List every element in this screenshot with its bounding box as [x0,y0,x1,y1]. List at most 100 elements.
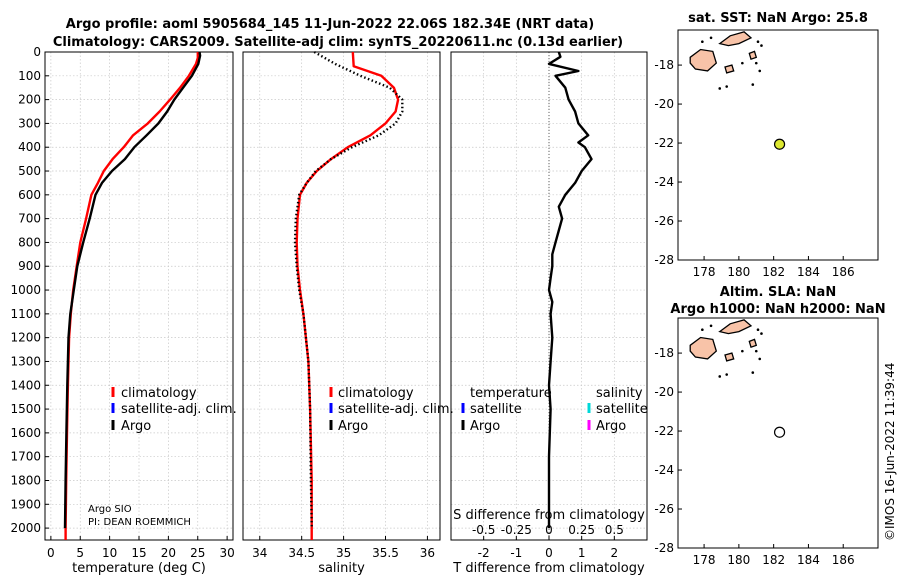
legend-t-argo-label: Argo [470,419,500,434]
reef-dot [701,328,704,331]
x-tick-label: 35 [336,546,351,560]
y-tick-label: 700 [18,212,41,226]
reef-dot [701,40,704,43]
reef-dot [760,44,763,47]
land-mass [689,48,718,72]
reef-dot [741,61,744,65]
salinity-panel: 34 34.5 35 35.5 36 salinity [242,50,441,576]
salinity-legend: climatology satellite-adj. clim. Argo [329,386,454,434]
attribution-pi: PI: DEAN ROEMMICH [88,517,191,528]
x-axis-label: T difference from climatology [452,561,645,576]
y-tick-label: 1800 [10,473,41,487]
lat-tick-label: -22 [654,136,674,150]
float-position-marker [773,426,786,438]
reef-dot [754,61,758,65]
x-tick-label: -2 [478,546,490,560]
lon-tick-label: 180 [727,265,750,279]
lon-tick-label: 186 [832,265,855,279]
x-tick-label: 15 [131,546,146,560]
difference-panel: -2 -1 0 1 2T difference from climatology S di… [450,51,648,576]
attribution: Argo SIO PI: DEAN ROEMMICH [88,504,191,528]
y-tick-label: 1000 [10,283,41,297]
legend-salinity-heading: salinity [596,386,643,401]
s-tick-label: 0.25 [568,523,595,537]
series-argo [547,51,593,529]
lat-tick-label: -24 [654,463,674,477]
x-tick-label: 34 [252,546,267,560]
land-mass [748,338,758,349]
land-mass [718,31,753,47]
land-mass [718,319,753,335]
lon-tick-label: 178 [693,553,716,567]
attribution-institution: Argo SIO [88,504,132,515]
lat-tick-label: -18 [654,346,674,360]
legend-temperature-heading: temperature [470,386,552,401]
lat-tick-label: -20 [654,97,674,111]
lon-tick-label: 184 [797,265,820,279]
legend-climatology-label: climatology [338,386,414,401]
reef-dot [725,85,728,88]
x-tick-label: 36 [420,546,435,560]
land-mass [724,352,735,362]
y-tick-label: 1400 [10,378,41,392]
reef-dot [754,349,758,353]
y-tick-label: 500 [18,164,41,178]
y-tick-label: 1500 [10,402,41,416]
x-tick-label: 2 [611,546,619,560]
y-tick-label: 400 [18,140,41,154]
y-tick-label: 1700 [10,450,41,464]
reef-dot [718,87,722,90]
temperature-panel: 0 5 10 15 20 25 300100200300400500600700800900… [10,45,234,576]
y-tick-label: 1900 [10,497,41,511]
lon-tick-label: 186 [832,553,855,567]
sst-map-title: sat. SST: NaN Argo: 25.8 [688,11,868,26]
lon-tick-label: 184 [797,553,820,567]
x-tick-label: 25 [190,546,205,560]
series-argo [293,50,404,529]
x-tick-label: 20 [161,546,176,560]
x-tick-label: -1 [510,546,522,560]
reef-dot [741,349,744,353]
reef-dot [725,373,728,376]
legend-s-argo-label: Argo [596,419,626,434]
legend-s-satellite-label: satellite [596,402,648,417]
y-tick-label: 300 [18,116,41,130]
x-tick-label: 0 [47,546,55,560]
s-tick-label: -0.5 [472,523,495,537]
y-tick-label: 200 [18,93,41,107]
y-tick-label: 1100 [10,307,41,321]
lat-tick-label: -22 [654,424,674,438]
x-tick-label: 10 [102,546,117,560]
s-axis-label: S difference from climatology [453,508,645,523]
altimetry-title-line2: Argo h1000: NaN h2000: NaN [670,302,885,317]
y-tick-label: 900 [18,259,41,273]
y-tick-label: 1600 [10,426,41,440]
y-tick-label: 1200 [10,331,41,345]
reef-dot [709,36,713,40]
y-tick-label: 800 [18,235,41,249]
reef-dot [709,324,713,328]
lon-tick-label: 182 [762,265,785,279]
temperature-legend: climatology satellite-adj. clim. Argo [111,386,237,434]
map-frame [677,317,879,549]
altimetry-title-line1: Altim. SLA: NaN [720,285,836,300]
land-mass [748,50,758,61]
lat-tick-label: -28 [654,253,674,267]
legend-satellite-label: satellite-adj. clim. [121,402,237,417]
difference-legend: temperature salinity satellite Argo sate… [461,386,648,434]
lon-tick-label: 180 [727,553,750,567]
x-tick-label: 5 [76,546,84,560]
series-climatology [64,52,200,540]
x-tick-label: 1 [578,546,586,560]
lat-tick-label: -20 [654,385,674,399]
lon-tick-label: 182 [762,553,785,567]
x-tick-label: 0 [545,546,553,560]
x-tick-label: 34.5 [288,546,315,560]
x-axis-label: salinity [318,561,365,576]
s-tick-label: 0 [545,523,553,537]
reef-dot [756,328,760,331]
figure-title-line1: Argo profile: aoml 5905684_145 11-Jun-20… [66,17,594,32]
land-mass [689,336,718,360]
altimetry-map-panel: 178 180 182 184 186 -18 -20 -22 -24 -26 -28 [654,317,879,567]
reef-dot [718,375,722,378]
